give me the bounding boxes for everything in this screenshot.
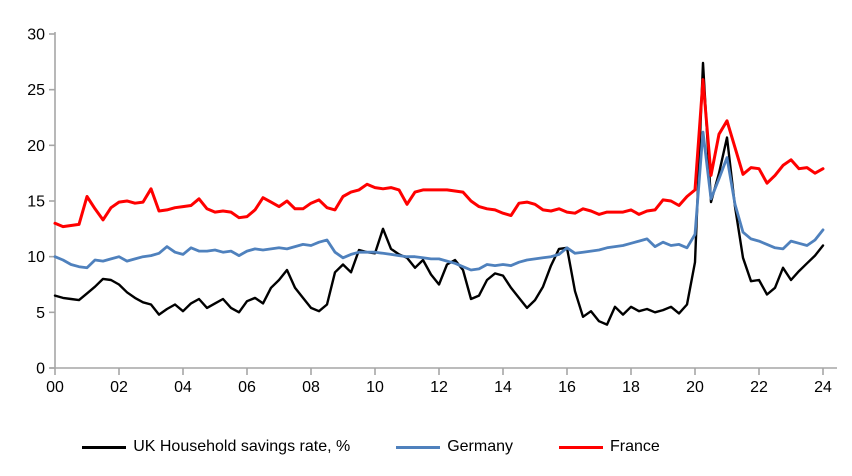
- y-tick-label: 30: [27, 27, 45, 44]
- x-tick-label: 16: [558, 379, 576, 396]
- x-tick-label: 10: [366, 379, 384, 396]
- series-line-france: [53, 78, 825, 229]
- x-tick-label: 06: [238, 379, 256, 396]
- x-tick-label: 20: [686, 379, 704, 396]
- series-line-uk: [53, 61, 825, 326]
- legend-label-germany: Germany: [447, 438, 513, 455]
- x-tick-label: 12: [430, 379, 448, 396]
- germany-line-swatch: [396, 445, 441, 449]
- x-tick-label: 00: [46, 379, 64, 396]
- y-tick-label: 5: [36, 305, 45, 322]
- x-tick-label: 08: [302, 379, 320, 396]
- legend-item-uk: UK Household savings rate, %: [82, 438, 350, 456]
- x-tick-label: 22: [750, 379, 768, 396]
- chart-legend: UK Household savings rate, % Germany Fra…: [0, 432, 797, 462]
- y-tick-label: 25: [27, 82, 45, 99]
- y-tick-label: 20: [27, 138, 45, 155]
- y-tick-label: 10: [27, 249, 45, 266]
- legend-item-france: France: [559, 438, 660, 456]
- y-tick-label: 15: [27, 194, 45, 211]
- uk-line-swatch: [82, 445, 127, 449]
- y-tick-label: 0: [36, 361, 45, 378]
- series-line-germany: [53, 130, 825, 272]
- france-line-swatch: [559, 445, 603, 449]
- legend-label-france: France: [610, 438, 660, 455]
- legend-label-uk: UK Household savings rate, %: [133, 438, 351, 455]
- x-tick-label: 14: [494, 379, 512, 396]
- x-tick-label: 24: [814, 379, 832, 396]
- x-tick-label: 02: [110, 379, 128, 396]
- x-tick-label: 04: [174, 379, 192, 396]
- x-tick-label: 18: [622, 379, 640, 396]
- legend-item-germany: Germany: [396, 438, 513, 456]
